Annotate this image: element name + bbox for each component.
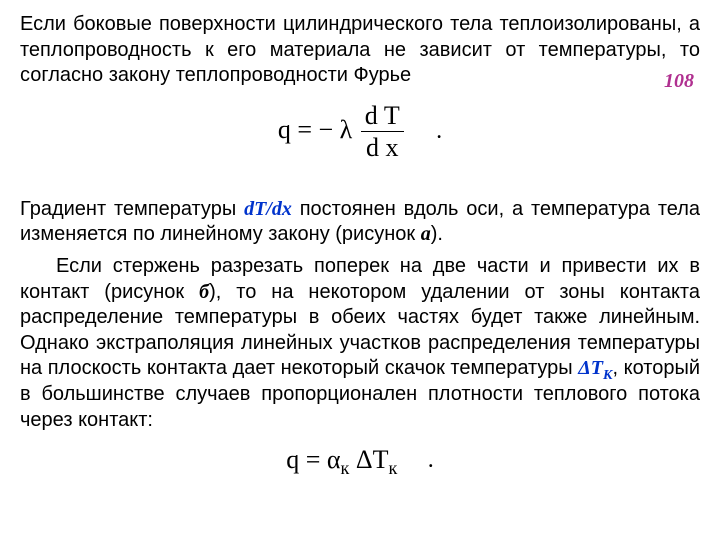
p2-t1: Градиент температуры: [20, 198, 244, 220]
f2-T: T: [373, 445, 389, 474]
formula-2: q = αк ΔTк .: [20, 445, 700, 475]
page: { "pageNumber": { "text": "108", "color"…: [0, 0, 720, 540]
f2-alpha: α: [327, 445, 341, 474]
f1-minus: −: [319, 115, 340, 144]
formula-1-content: q = − λ d T d x: [278, 103, 406, 161]
f2-sub2: к: [388, 458, 397, 478]
f1-fraction: d T d x: [361, 103, 404, 161]
f1-lhs: q: [278, 115, 291, 144]
f1-eq: =: [291, 115, 319, 144]
gradient-symbol: dT/dx: [244, 198, 292, 220]
fig-b-ref: б: [199, 281, 209, 303]
f2-eq: =: [299, 445, 327, 474]
f1-period: .: [436, 118, 442, 144]
p2-t3: ).: [431, 223, 443, 245]
f1-num: d T: [361, 103, 404, 131]
f2-delta: Δ: [356, 445, 373, 474]
delta-tk-symbol: ΔTК: [578, 357, 612, 379]
f2-period: .: [428, 447, 434, 473]
paragraph-3: Если стержень разрезать поперек на две ч…: [20, 254, 700, 433]
f2-lhs: q: [286, 445, 299, 474]
f1-lambda: λ: [340, 115, 353, 144]
page-number: 108: [664, 70, 694, 93]
f1-den: d x: [361, 131, 404, 161]
paragraph-1: Если боковые поверхности цилиндрического…: [20, 12, 700, 89]
fig-a-ref: а: [421, 223, 431, 245]
formula-1: q = − λ d T d x .: [20, 103, 700, 161]
para1-text: Если боковые поверхности цилиндрического…: [20, 13, 700, 86]
paragraph-2: Градиент температуры dT/dx постоянен вдо…: [20, 197, 700, 248]
formula-2-content: q = αк ΔTк: [286, 445, 397, 475]
